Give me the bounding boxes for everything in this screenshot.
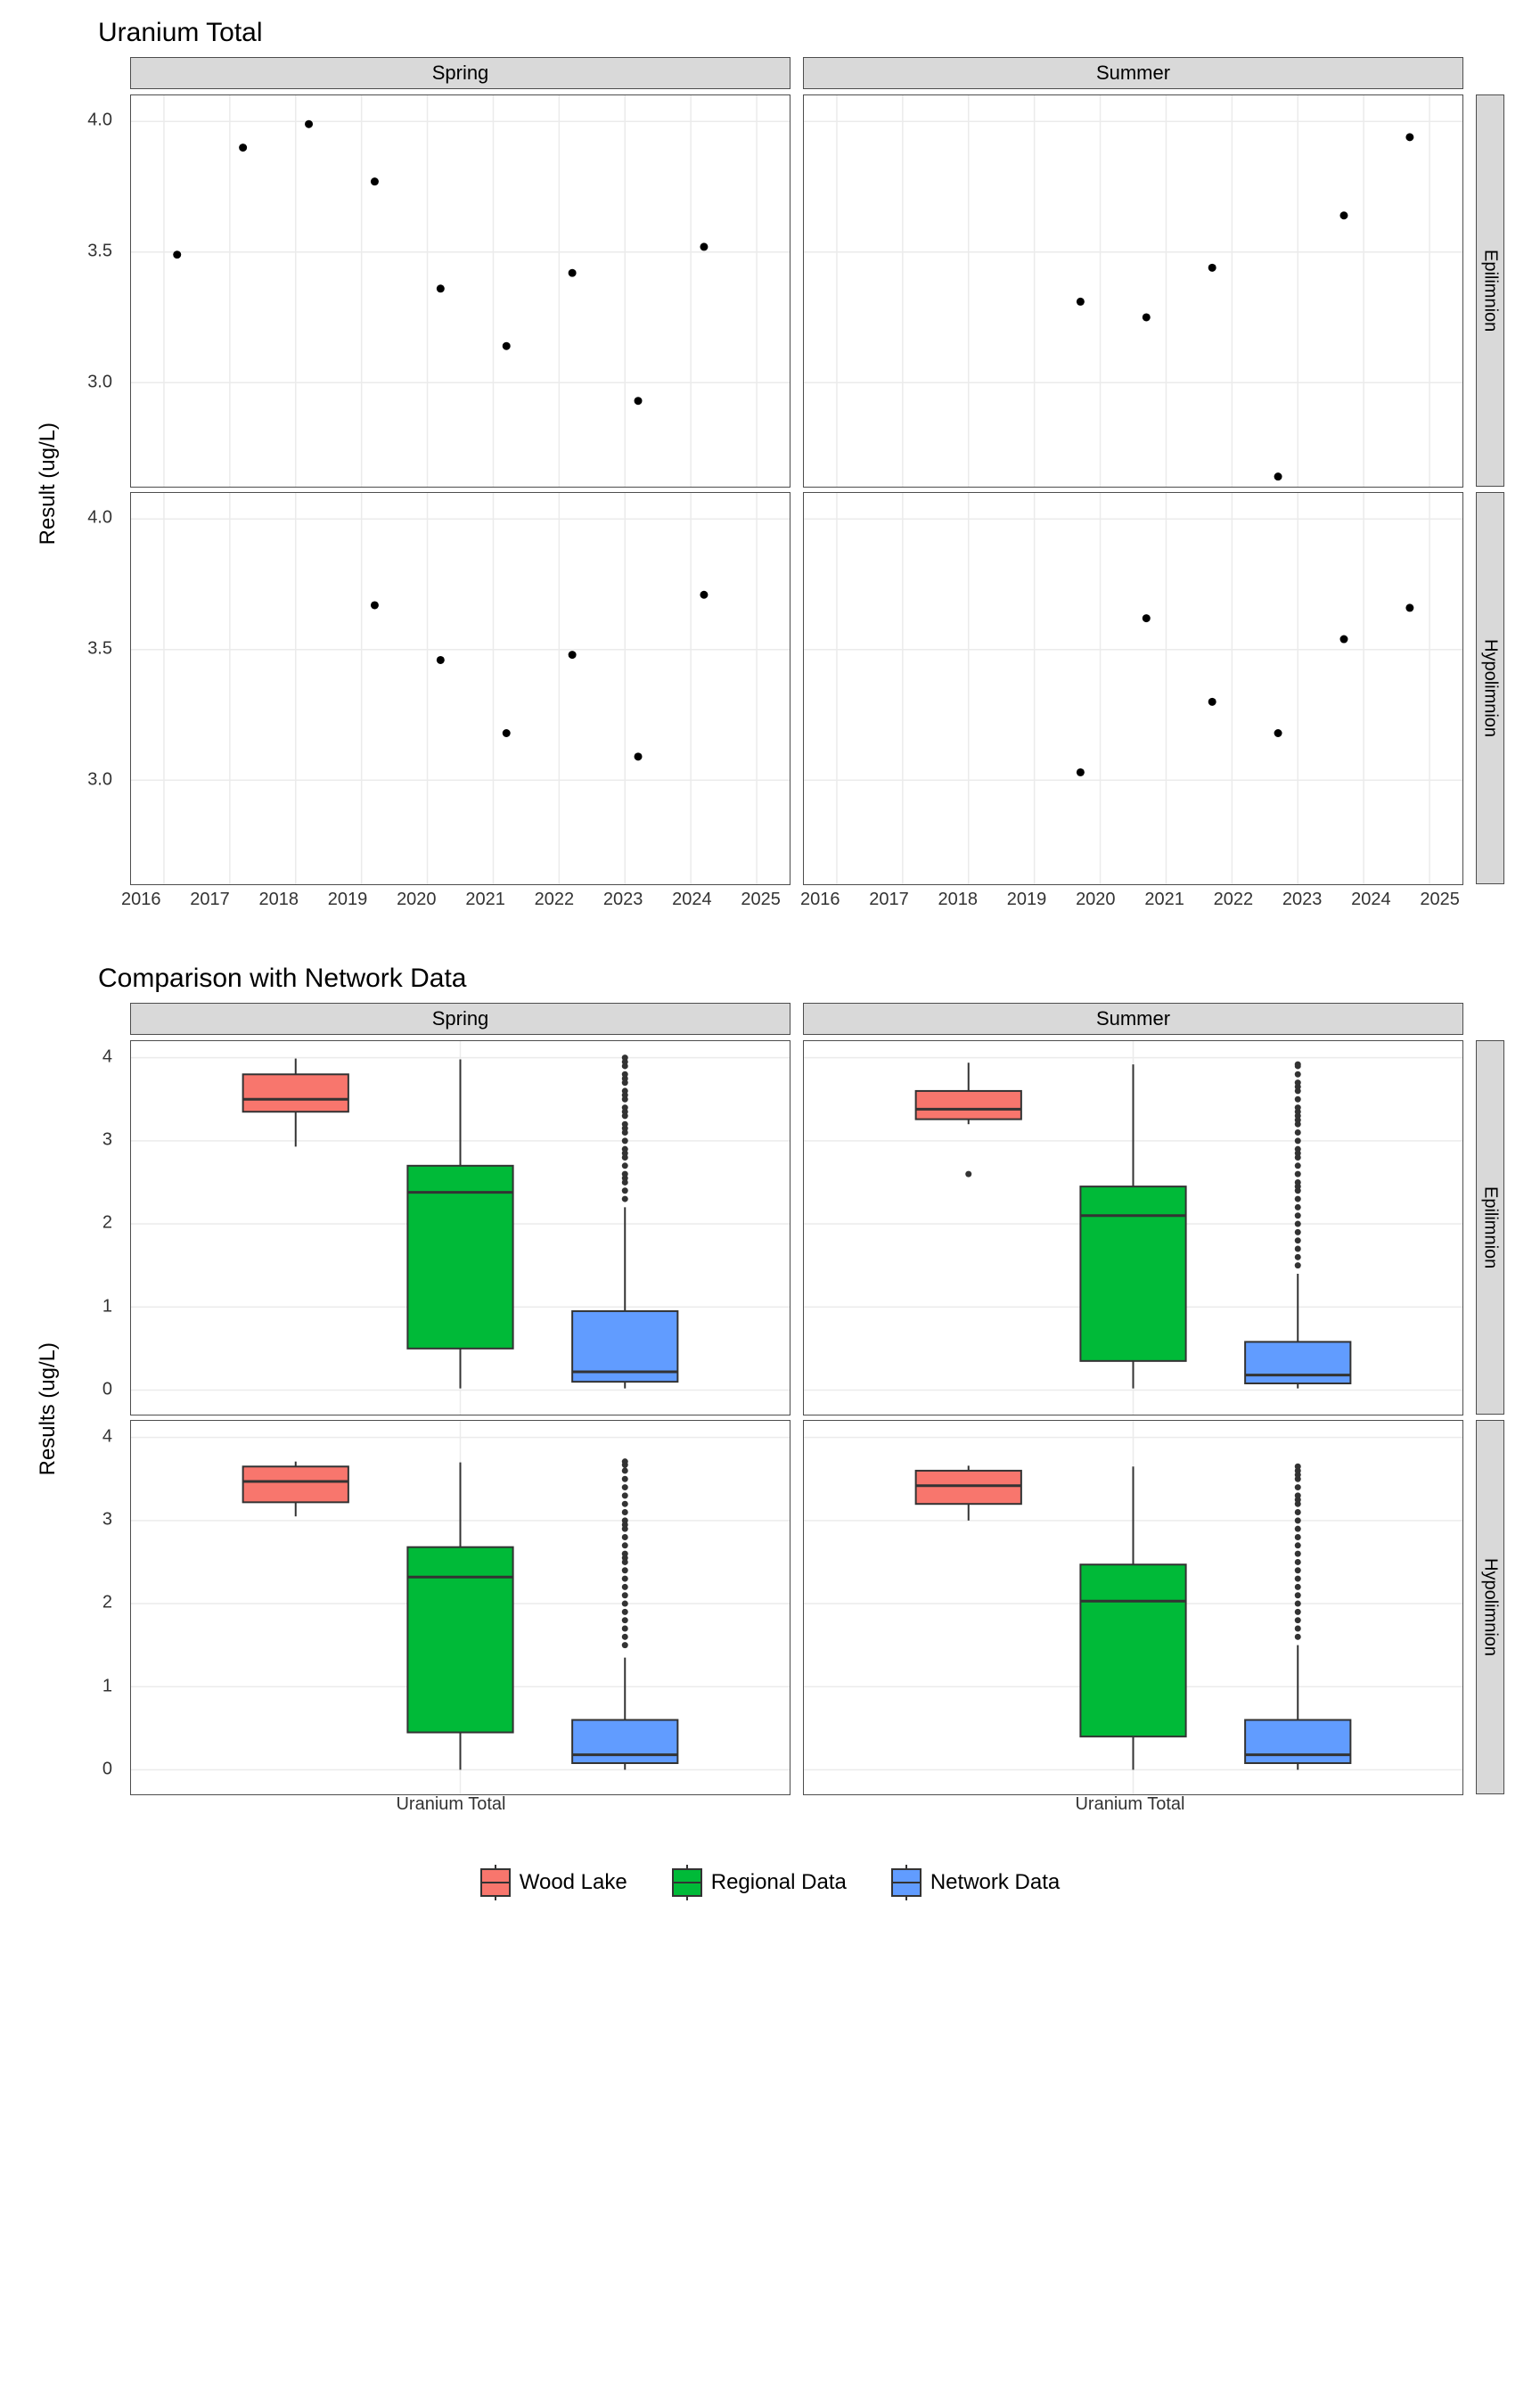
box-figure: Comparison with Network Data Results (ug… — [36, 964, 1504, 1815]
scatter-facets: Spring Summer 3.03.54.0 Epilimnion 3.03.… — [68, 57, 1504, 910]
box-strip-epi: Epilimnion — [1476, 1040, 1504, 1415]
box-panel-spring-epi — [130, 1040, 790, 1415]
legend-key-icon — [672, 1868, 702, 1897]
box-strip-hypo: Hypolimnion — [1476, 1420, 1504, 1794]
legend-label: Wood Lake — [520, 1870, 627, 1895]
box-y-label: Results (ug/L) — [36, 1342, 61, 1475]
legend-label: Network Data — [930, 1870, 1060, 1895]
scatter-y-label: Result (ug/L) — [36, 423, 61, 545]
box-xcat-r: Uranium Total — [797, 1794, 1463, 1815]
scatter-title: Uranium Total — [98, 18, 1504, 48]
scatter-panel-summer-hypo — [803, 492, 1463, 885]
box-xcat-l: Uranium Total — [118, 1794, 784, 1815]
legend-label: Regional Data — [711, 1870, 847, 1895]
scatter-yticks-r2: 3.03.54.0 — [68, 492, 118, 884]
box-title: Comparison with Network Data — [98, 964, 1504, 994]
box-strip-summer: Summer — [803, 1003, 1463, 1035]
scatter-panel-spring-epi — [130, 94, 790, 488]
scatter-yticks-r1: 3.03.54.0 — [68, 94, 118, 487]
box-yticks-r2: 01234 — [68, 1420, 118, 1794]
box-facets: Spring Summer 01234 Epilimnion 01234 Hyp… — [68, 1003, 1504, 1815]
box-strip-spring: Spring — [130, 1003, 790, 1035]
box-yticks-r1: 01234 — [68, 1040, 118, 1415]
box-panel-summer-epi — [803, 1040, 1463, 1415]
strip-hypo: Hypolimnion — [1476, 492, 1504, 884]
legend: Wood Lake Regional Data Network Data — [36, 1868, 1504, 1897]
legend-item: Network Data — [891, 1868, 1060, 1897]
strip-epi: Epilimnion — [1476, 94, 1504, 487]
scatter-panel-summer-epi — [803, 94, 1463, 488]
scatter-figure: Uranium Total Result (ug/L) Spring Summe… — [36, 18, 1504, 910]
legend-key-icon — [891, 1868, 922, 1897]
scatter-xticks-l: 2016201720182019202020212022202320242025 — [118, 890, 784, 910]
legend-key-icon — [480, 1868, 511, 1897]
scatter-panel-spring-hypo — [130, 492, 790, 885]
legend-item: Wood Lake — [480, 1868, 627, 1897]
legend-item: Regional Data — [672, 1868, 847, 1897]
strip-summer: Summer — [803, 57, 1463, 89]
strip-spring: Spring — [130, 57, 790, 89]
box-panel-summer-hypo — [803, 1420, 1463, 1795]
scatter-xticks-r: 2016201720182019202020212022202320242025 — [797, 890, 1463, 910]
box-panel-spring-hypo — [130, 1420, 790, 1795]
